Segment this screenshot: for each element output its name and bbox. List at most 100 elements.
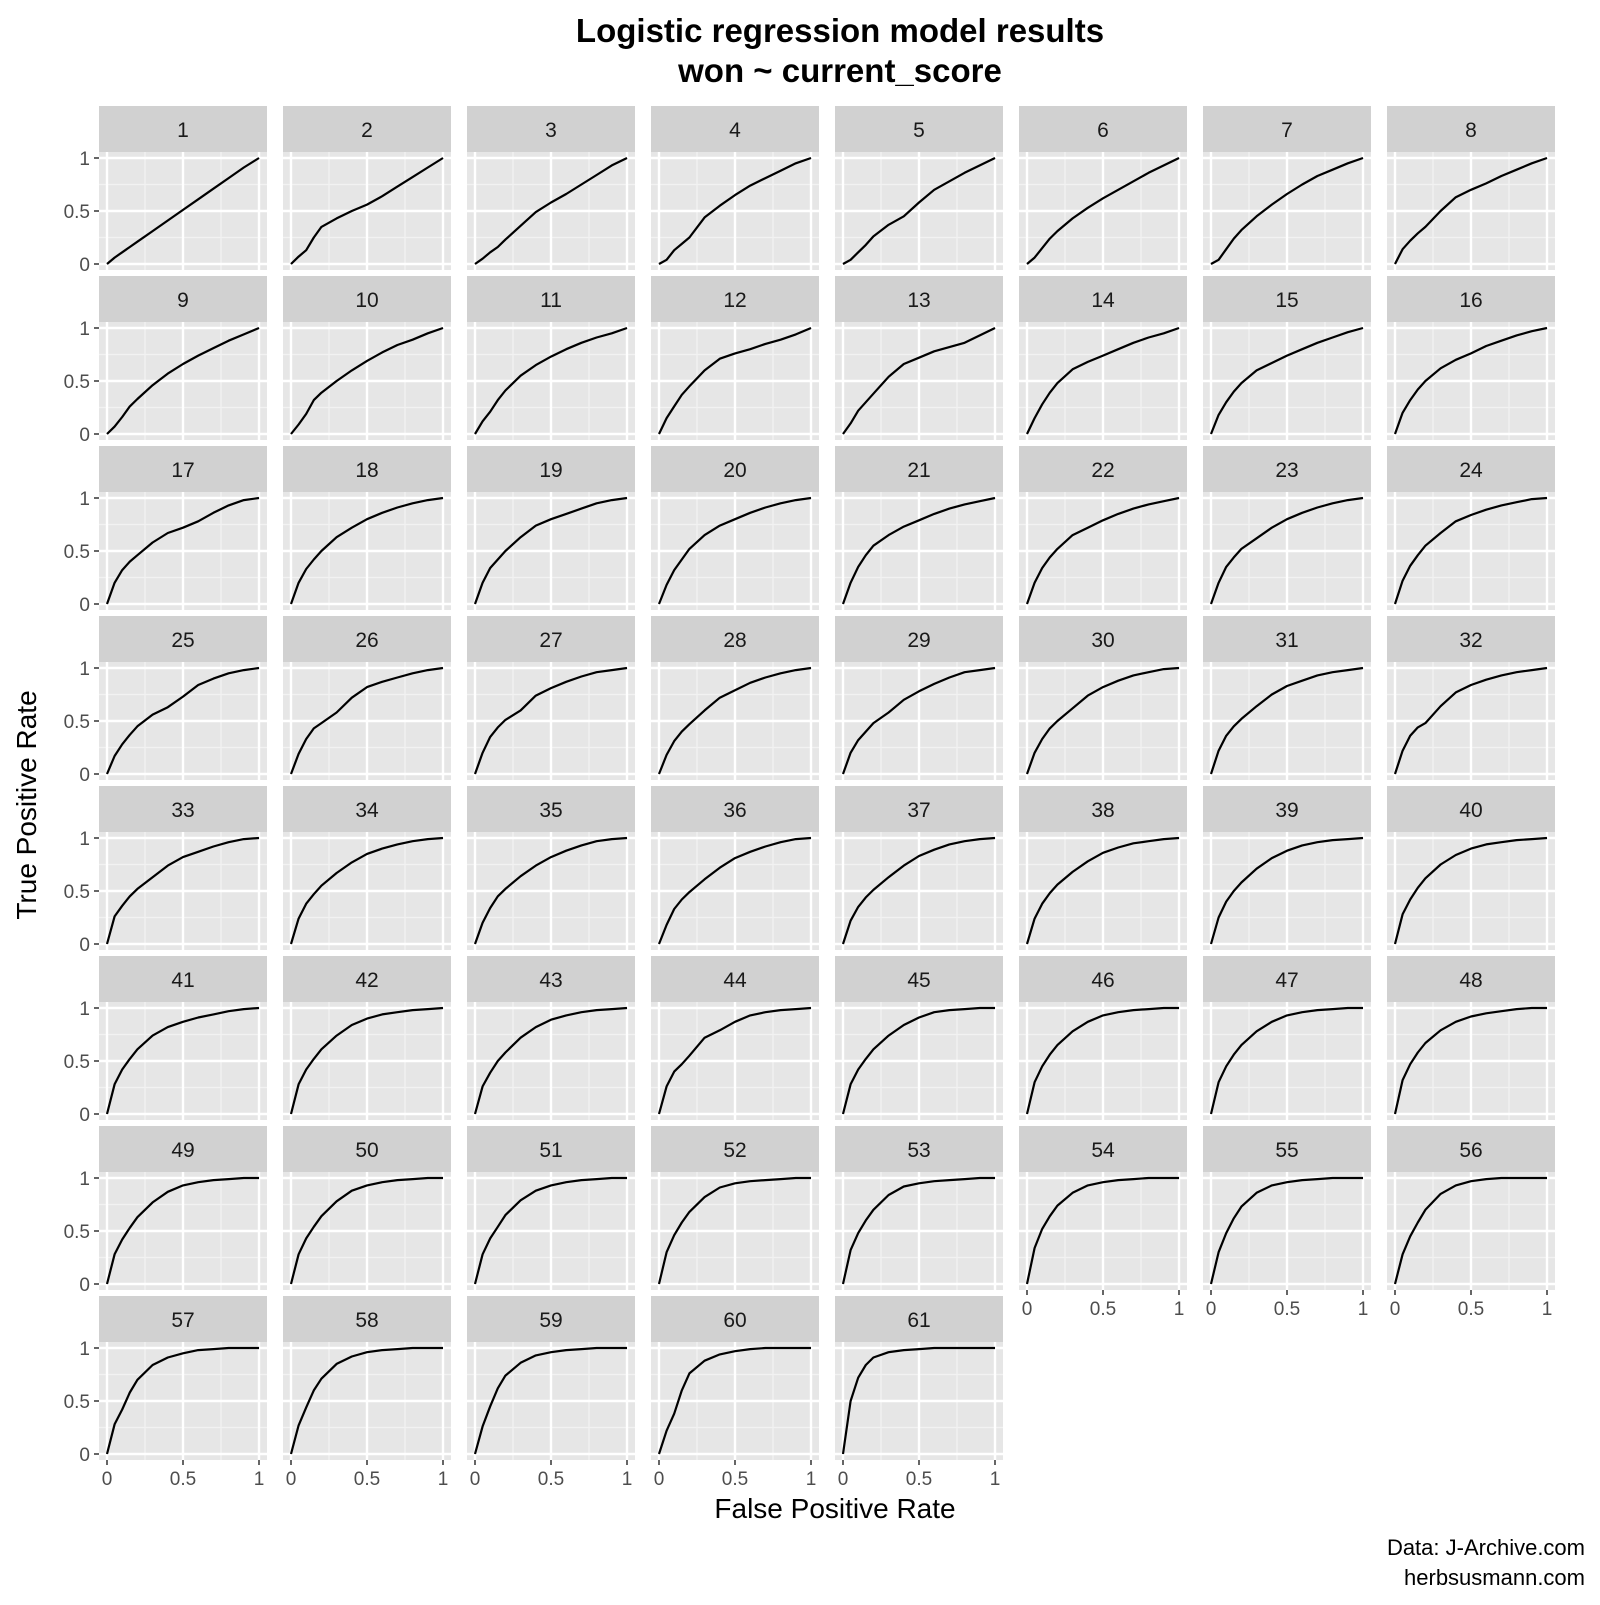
facet-panel-60: 60 0 0.5 1 <box>651 1296 819 1490</box>
facet-panel-58: 58 0 0.5 1 <box>283 1296 451 1490</box>
facet-strip <box>99 1126 267 1172</box>
facet-strip-label: 29 <box>907 629 930 652</box>
roc-curve <box>105 1346 259 1455</box>
facet-strip-label: 43 <box>539 969 562 992</box>
roc-curve <box>290 326 444 435</box>
roc-curve <box>473 666 628 775</box>
roc-curve <box>841 1176 995 1285</box>
facet-strip-label: 10 <box>355 289 378 312</box>
facet-strip-label: 41 <box>171 969 194 992</box>
roc-curve <box>842 327 996 435</box>
roc-curve <box>289 1176 443 1285</box>
facet-strip-label: 48 <box>1459 969 1482 992</box>
facet-strip-label: 60 <box>723 1309 746 1332</box>
roc-curve <box>1025 666 1180 775</box>
facet-strip-label: 8 <box>1465 119 1477 142</box>
facet-strip-label: 46 <box>1091 969 1114 992</box>
facet-panel-45: 45 <box>835 956 1003 1120</box>
facet-strip-label: 31 <box>1275 629 1298 652</box>
facet-strip-label: 6 <box>1097 119 1109 142</box>
x-tick-label: 1 <box>990 1469 1001 1490</box>
facet-panel-27: 27 <box>467 616 635 780</box>
facet-strip <box>1387 786 1555 832</box>
chart-title: Logistic regression model results <box>576 12 1104 49</box>
facet-strip-label: 38 <box>1091 799 1114 822</box>
facet-strip <box>1203 616 1371 662</box>
roc-curve <box>1026 326 1180 435</box>
x-tick-label: 1 <box>1542 1299 1553 1320</box>
facet-panel-2: 2 <box>283 106 451 270</box>
facet-strip-label: 19 <box>539 459 562 482</box>
roc-curve <box>1025 1006 1179 1115</box>
facet-panel-55: 55 0 0.5 1 <box>1203 1126 1371 1320</box>
facet-strip <box>1387 1126 1555 1172</box>
facet-strip <box>1203 786 1371 832</box>
facet-panel-50: 50 <box>283 1126 451 1290</box>
facet-strip-label: 36 <box>723 799 746 822</box>
facet-panel-49: 49 0 0.5 1 <box>64 1126 267 1296</box>
roc-curve <box>842 157 996 265</box>
facet-strip <box>99 616 267 662</box>
facet-strip <box>467 786 635 832</box>
x-tick-label: 0 <box>102 1469 113 1490</box>
x-tick-label: 1 <box>438 1469 449 1490</box>
facet-strip <box>467 106 635 152</box>
roc-curve <box>1209 836 1364 945</box>
roc-curve <box>1209 1006 1363 1115</box>
y-tick-label: 0.5 <box>64 372 90 393</box>
roc-curve <box>1025 496 1180 605</box>
facet-strip-label: 14 <box>1091 289 1115 312</box>
facet-panel-4: 4 <box>651 106 819 270</box>
facet-panel-25: 25 0 0.5 1 <box>64 616 267 786</box>
facet-strip <box>99 1296 267 1342</box>
roc-curve <box>1210 156 1364 265</box>
facet-panel-15: 15 <box>1203 276 1371 440</box>
x-tick-label: 0.5 <box>538 1469 564 1490</box>
facet-panel-31: 31 <box>1203 616 1371 780</box>
roc-curve <box>474 157 628 265</box>
facet-strip <box>835 1126 1003 1172</box>
facet-panel-28: 28 <box>651 616 819 780</box>
facet-strip <box>467 446 635 492</box>
y-tick-label: 0 <box>79 595 90 616</box>
y-tick-label: 0.5 <box>64 1052 90 1073</box>
facet-strip-label: 16 <box>1459 289 1482 312</box>
facet-strip-label: 26 <box>355 629 378 652</box>
facet-strip <box>835 786 1003 832</box>
x-tick-label: 1 <box>254 1469 265 1490</box>
y-tick-label: 0 <box>79 425 90 446</box>
facet-strip-label: 34 <box>355 799 379 822</box>
roc-curve <box>106 157 260 265</box>
facet-strip <box>283 446 451 492</box>
facet-panel-32: 32 <box>1387 616 1555 780</box>
facet-strip <box>651 276 819 322</box>
x-tick-label: 0.5 <box>170 1469 196 1490</box>
facet-panel-38: 38 <box>1019 786 1187 950</box>
facet-panel-18: 18 <box>283 446 451 610</box>
facet-panel-19: 19 <box>467 446 635 610</box>
facet-strip-label: 53 <box>907 1139 930 1162</box>
facet-strip <box>467 1126 635 1172</box>
roc-curve <box>105 1006 260 1115</box>
facet-strip-label: 24 <box>1459 459 1483 482</box>
facet-strip-label: 27 <box>539 629 562 652</box>
roc-curve <box>1393 666 1548 775</box>
facet-panel-8: 8 <box>1387 106 1555 270</box>
facet-panel-13: 13 <box>835 276 1003 440</box>
facet-strip-label: 23 <box>1275 459 1298 482</box>
roc-curve <box>657 1346 811 1455</box>
facet-panel-37: 37 <box>835 786 1003 950</box>
y-tick-label: 0.5 <box>64 542 90 563</box>
x-tick-label: 1 <box>622 1469 633 1490</box>
x-tick-label: 1 <box>1358 1299 1369 1320</box>
y-tick-label: 0.5 <box>64 882 90 903</box>
facet-strip-label: 25 <box>171 629 194 652</box>
roc-curve <box>1209 496 1364 605</box>
facet-strip <box>1387 446 1555 492</box>
roc-curve <box>1209 1176 1363 1285</box>
facet-panel-12: 12 <box>651 276 819 440</box>
facet-strip-label: 42 <box>355 969 378 992</box>
facet-strip-label: 39 <box>1275 799 1298 822</box>
facet-strip <box>651 786 819 832</box>
facet-strip <box>467 616 635 662</box>
